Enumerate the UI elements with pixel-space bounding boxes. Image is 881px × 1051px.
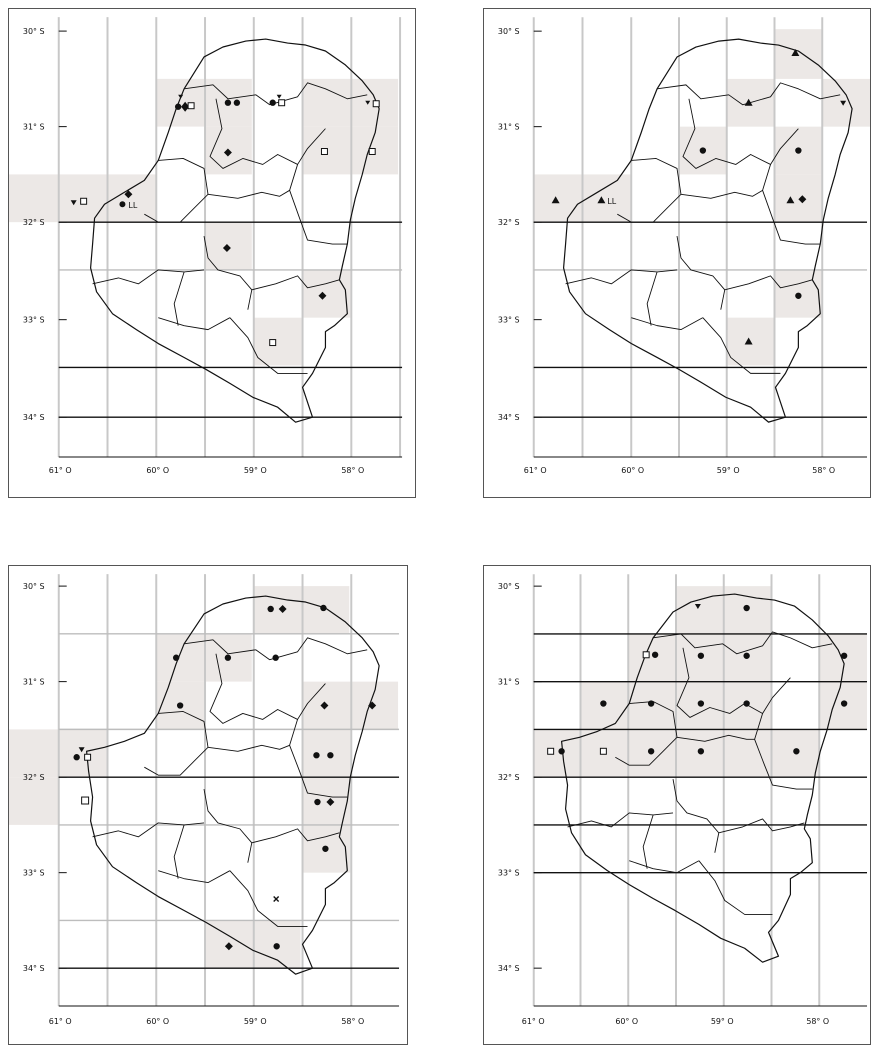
lat-tick-label: 30° S (23, 27, 45, 36)
lon-tick-label: 60° O (146, 1017, 169, 1026)
department-boundaries (92, 82, 368, 374)
lat-tick-label: 33° S (498, 869, 520, 878)
lat-tick-label: 31° S (23, 123, 45, 132)
occurrence-symbols: LL (551, 49, 847, 345)
lat-tick-label: 32° S (498, 773, 520, 782)
lon-tick-label: 60° O (621, 466, 644, 475)
lon-tick-label: 58° O (341, 1017, 364, 1026)
province-outline (90, 38, 380, 423)
lon-tick-label: 60° O (146, 466, 169, 475)
lon-axis: 61° O 60° O 59° O 58° O (49, 1005, 400, 1026)
lon-tick-label: 59° O (244, 1017, 267, 1026)
map-2-extra-label: LL (607, 197, 616, 206)
lon-tick-label: 61° O (49, 1017, 72, 1026)
lat-tick-label: 31° S (498, 123, 520, 132)
department-boundaries (565, 82, 841, 374)
lat-tick-label: 32° S (23, 218, 45, 227)
map-panel-3: 30° S 31° S 32° S 33° S 34° S 61° O 60° … (8, 565, 408, 1045)
lat-tick-label: 31° S (23, 678, 45, 687)
province-outline (86, 595, 380, 975)
lat-axis: 30° S 31° S 32° S 33° S 34° S (498, 27, 542, 422)
lon-tick-label: 59° O (711, 1017, 734, 1026)
lat-tick-label: 33° S (23, 869, 45, 878)
map-1-extra-label: LL (128, 201, 137, 210)
department-boundaries (567, 631, 833, 915)
lon-axis: 61° O 60° O 59° O 58° O (49, 456, 403, 475)
lon-tick-label: 60° O (615, 1017, 638, 1026)
map-1-svg: LL 30° S 31° S 32° S 33° S 34° S 61° O 6… (9, 17, 403, 475)
lat-tick-label: 34° S (498, 413, 520, 422)
lat-tick-label: 34° S (498, 964, 520, 973)
lon-tick-label: 61° O (524, 466, 547, 475)
lon-tick-label: 61° O (522, 1017, 545, 1026)
lon-tick-label: 59° O (244, 466, 267, 475)
lat-tick-label: 31° S (498, 678, 520, 687)
lat-tick-label: 33° S (498, 316, 520, 325)
map-panel-2: LL 30° S 31° S 32° S 33° S 34° S 61° O 6… (483, 8, 871, 498)
lat-axis: 30° S 31° S 32° S 33° S 34° S (23, 582, 67, 973)
lon-tick-label: 58° O (812, 466, 835, 475)
map-panel-4: 30° S 31° S 32° S 33° S 34° S 61° O 60° … (483, 565, 871, 1045)
lon-tick-label: 61° O (49, 466, 72, 475)
lat-tick-label: 30° S (498, 27, 520, 36)
lon-tick-label: 59° O (717, 466, 740, 475)
lat-tick-label: 30° S (23, 582, 45, 591)
lon-axis: 61° O 60° O 59° O 58° O (522, 1005, 868, 1026)
occurrence-symbols (547, 604, 848, 755)
map-4-svg: 30° S 31° S 32° S 33° S 34° S 61° O 60° … (498, 574, 868, 1026)
lon-tick-label: 58° O (341, 466, 364, 475)
lat-tick-label: 33° S (23, 316, 45, 325)
lat-axis: 30° S 31° S 32° S 33° S 34° S (498, 582, 542, 973)
map-3-svg: 30° S 31° S 32° S 33° S 34° S 61° O 60° … (9, 574, 400, 1026)
lat-tick-label: 32° S (498, 218, 520, 227)
grid-lines (57, 574, 400, 1006)
lat-tick-label: 30° S (498, 582, 520, 591)
lat-tick-label: 34° S (23, 413, 45, 422)
lon-axis: 61° O 60° O 59° O 58° O (524, 456, 868, 475)
department-boundaries (92, 637, 368, 927)
grid-lines (532, 17, 868, 457)
grid-lines (57, 17, 403, 457)
lon-tick-label: 58° O (806, 1017, 829, 1026)
map-panel-1: LL 30° S 31° S 32° S 33° S 34° S 61° O 6… (8, 8, 416, 498)
lat-axis: 30° S 31° S 32° S 33° S 34° S (23, 27, 67, 422)
grid-lines (532, 574, 868, 1006)
lat-tick-label: 32° S (23, 773, 45, 782)
map-2-svg: LL 30° S 31° S 32° S 33° S 34° S 61° O 6… (498, 17, 870, 475)
province-outline (562, 38, 853, 423)
occurrence-symbols (73, 604, 377, 951)
province-outline (561, 593, 845, 963)
lat-tick-label: 34° S (23, 964, 45, 973)
